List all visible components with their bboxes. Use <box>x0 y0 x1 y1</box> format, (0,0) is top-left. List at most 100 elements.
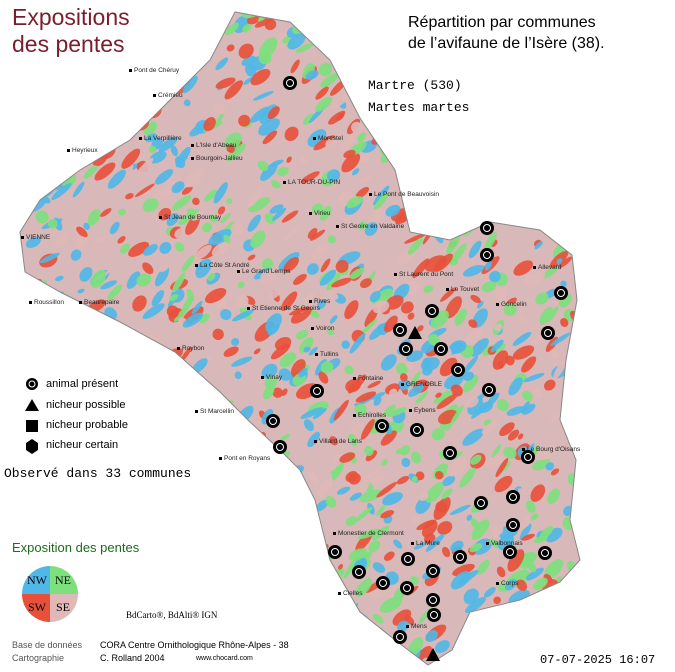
slope-patch <box>170 396 182 407</box>
slope-patch <box>20 146 26 164</box>
slope-patch <box>91 450 103 462</box>
slope-patch <box>534 142 546 154</box>
place-dot <box>195 410 198 413</box>
slope-patch <box>241 590 250 601</box>
slope-patch <box>420 357 440 371</box>
slope-patch <box>525 169 538 183</box>
slope-patch <box>150 559 169 575</box>
slope-patch <box>287 32 306 50</box>
slope-patch <box>274 32 290 50</box>
slope-patch <box>546 306 559 323</box>
slope-patch <box>449 405 464 426</box>
slope-patch <box>149 583 169 601</box>
slope-patch <box>493 287 507 302</box>
presence-ring <box>313 387 321 395</box>
slope-patch <box>211 242 229 257</box>
slope-patch <box>348 374 367 394</box>
corner-title-1: Expositions <box>12 4 130 30</box>
slope-patch <box>233 552 243 562</box>
slope-patch <box>491 524 504 537</box>
slope-patch <box>345 48 356 58</box>
slope-patch <box>419 492 429 502</box>
slope-patch <box>238 595 250 609</box>
presence-symbol <box>376 576 390 590</box>
slope-patch <box>136 495 147 506</box>
presence-symbol <box>283 76 297 90</box>
slope-patch <box>130 482 141 492</box>
slope-patch <box>162 407 170 415</box>
slope-patch <box>489 538 500 549</box>
slope-patch <box>119 523 130 535</box>
slope-patch <box>55 66 71 81</box>
place-dot <box>338 592 341 595</box>
slope-patch <box>481 281 497 293</box>
slope-patch <box>283 652 301 665</box>
slope-patch <box>57 624 73 639</box>
slope-patch <box>339 134 356 153</box>
place-dot <box>79 301 82 304</box>
legend-item: animal présent <box>46 378 119 390</box>
slope-patch <box>471 403 489 419</box>
presence-ring <box>430 611 438 619</box>
slope-patch <box>148 480 165 500</box>
place-label: St Geoire en Valdaine <box>341 223 404 230</box>
place-dot <box>159 216 162 219</box>
presence-ring <box>404 555 412 563</box>
place-label: Roybon <box>182 345 205 352</box>
place-dot <box>394 273 397 276</box>
slope-patch <box>519 516 532 530</box>
slope-patch <box>226 44 235 52</box>
slope-patch <box>300 171 320 184</box>
slope-patch <box>467 633 476 643</box>
place-dot <box>313 137 316 140</box>
slope-patch <box>576 53 580 67</box>
slope-patch <box>191 358 208 374</box>
slope-patch <box>426 150 449 162</box>
slope-patch <box>87 359 101 372</box>
slope-patch <box>269 204 284 214</box>
slope-patch <box>530 513 539 521</box>
slope-patch <box>349 267 365 280</box>
slope-patch <box>202 507 214 521</box>
slope-patch <box>231 356 253 367</box>
slope-patch <box>126 566 140 580</box>
slope-patch <box>380 354 397 371</box>
corner-title: Expositions des pentes <box>12 4 130 58</box>
slope-patch <box>499 422 515 437</box>
slope-patch <box>157 440 174 455</box>
slope-patch <box>535 292 549 305</box>
place-dot <box>411 542 414 545</box>
slope-patch <box>357 479 370 495</box>
slope-patch <box>552 153 570 170</box>
species-common: Martre (530) <box>368 78 462 93</box>
slope-patch <box>469 121 489 139</box>
slope-patch <box>466 514 473 521</box>
slope-patch <box>476 65 498 78</box>
copyright: BdCarto®, BdAlti® IGN <box>126 610 218 620</box>
slope-patch <box>512 345 535 360</box>
presence-symbol <box>393 630 407 644</box>
slope-patch <box>434 640 450 654</box>
slope-patch <box>349 492 362 501</box>
slope-patch <box>521 185 544 201</box>
slope-patch <box>373 192 390 210</box>
place-dot <box>446 288 449 291</box>
slope-patch <box>492 350 509 370</box>
slope-patch <box>287 614 297 624</box>
slope-patch <box>98 568 111 580</box>
place-label: Le Touvet <box>451 286 479 293</box>
se: SE <box>56 600 70 614</box>
slope-patch <box>558 256 573 268</box>
slope-patch <box>106 483 118 496</box>
slope-patch <box>364 222 378 236</box>
place-dot <box>153 94 156 97</box>
slope-patch <box>491 96 501 105</box>
slope-patch <box>565 77 580 91</box>
place-dot <box>139 137 142 140</box>
slope-patch <box>59 91 83 104</box>
slope-compass: NW NE SW SE <box>22 566 78 622</box>
slope-patch <box>201 22 215 43</box>
slope-patch <box>224 22 240 36</box>
slope-patch <box>238 43 254 59</box>
slope-patch <box>475 90 490 103</box>
